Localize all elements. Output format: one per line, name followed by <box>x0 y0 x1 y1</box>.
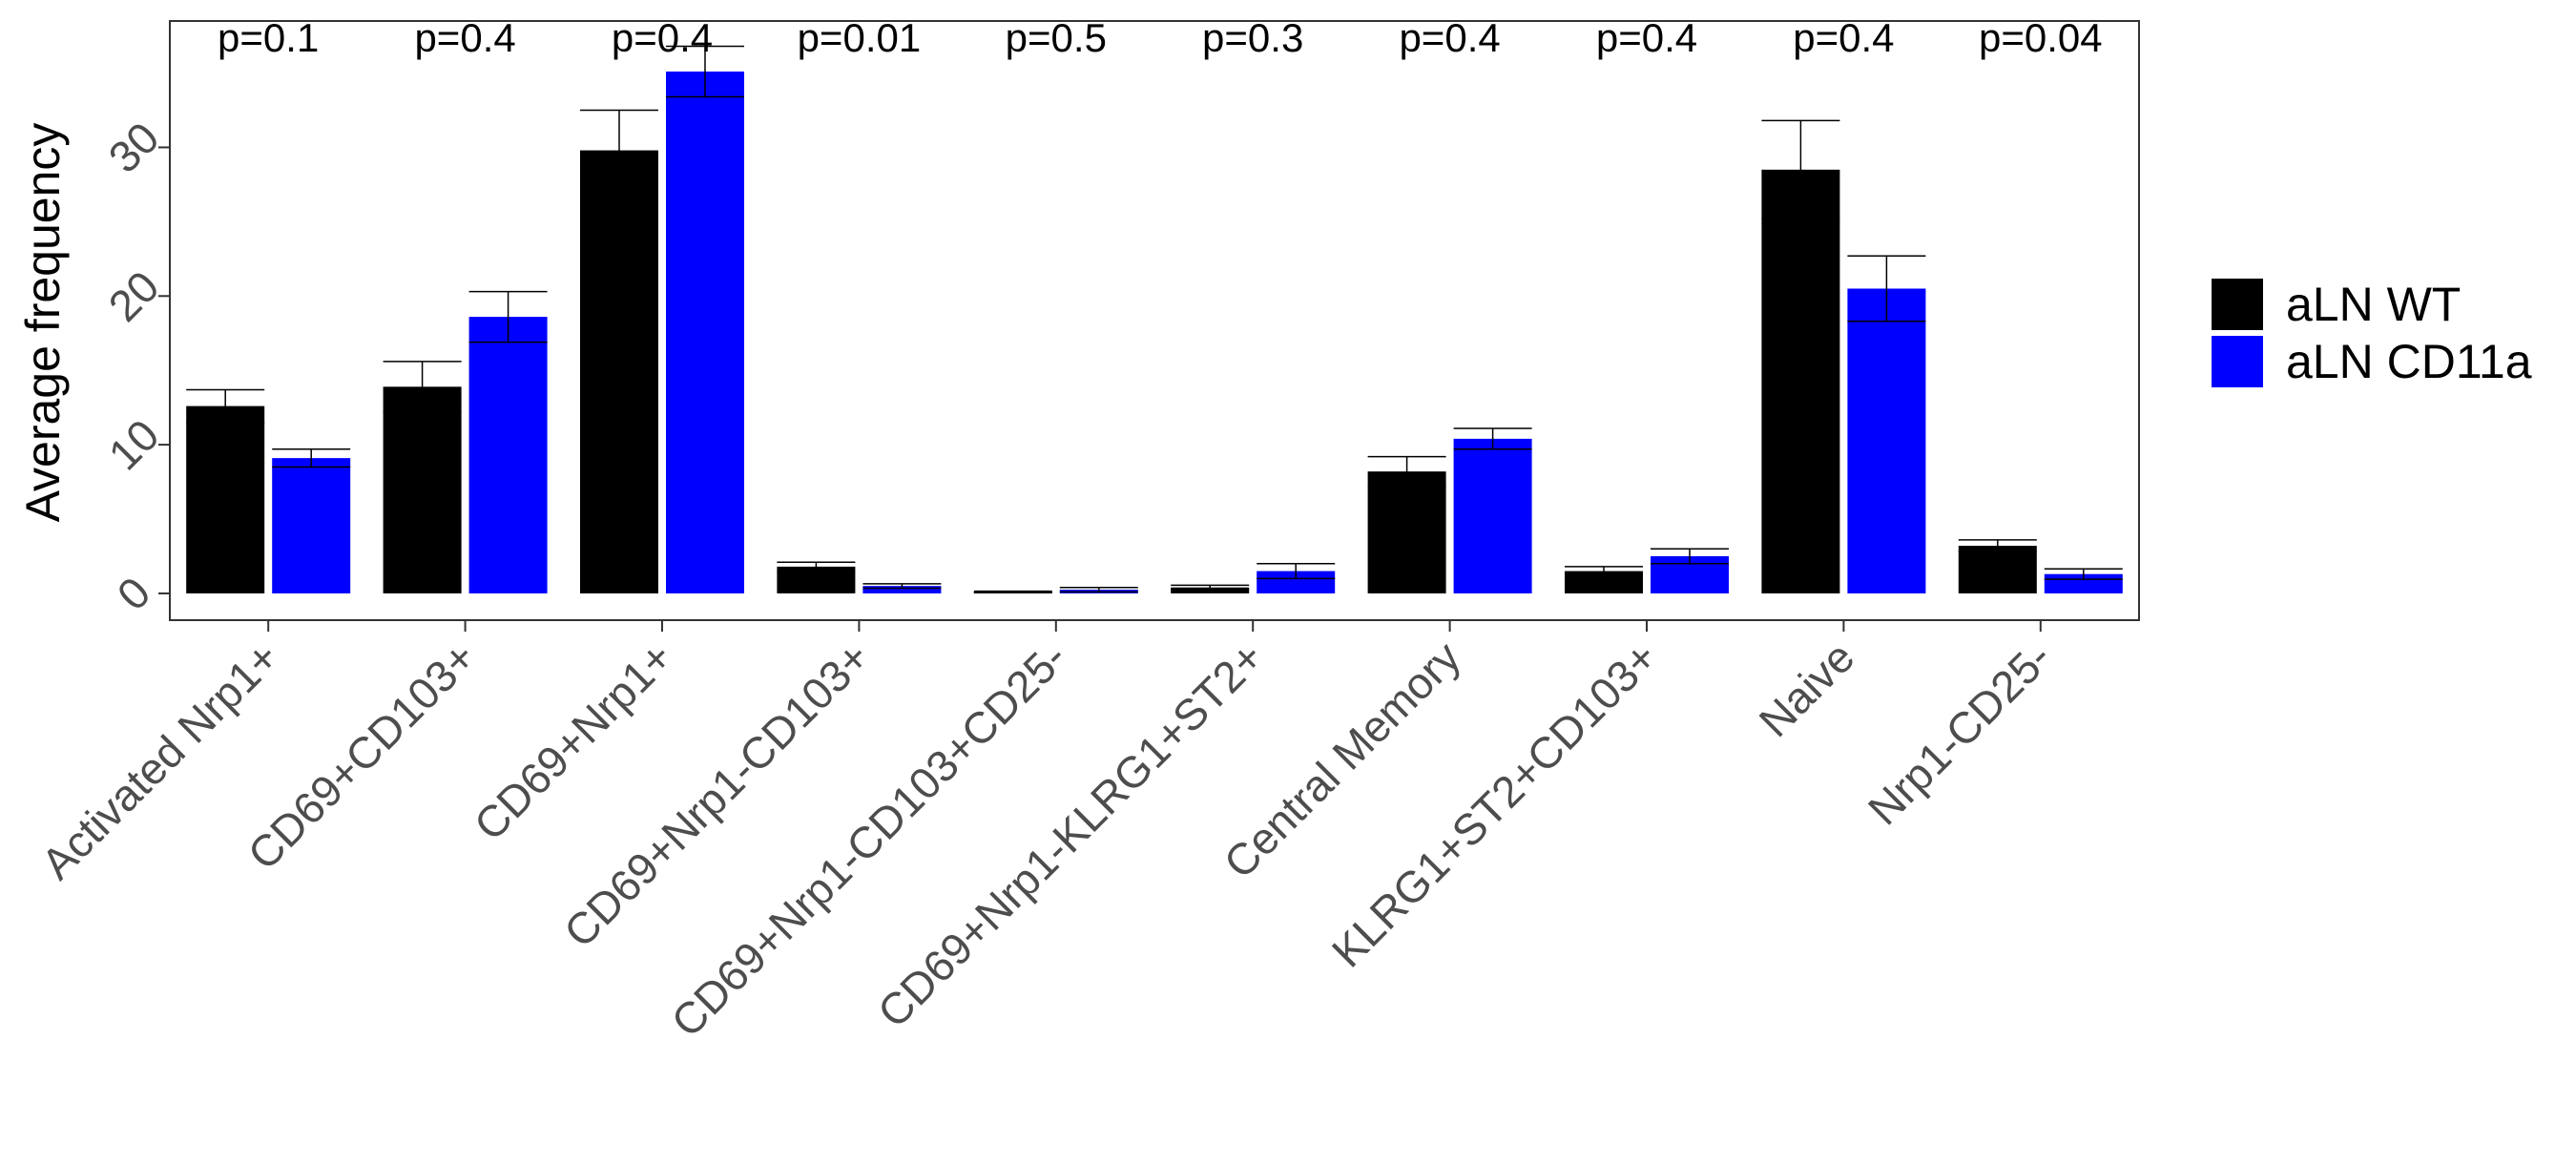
bar <box>1565 571 1643 593</box>
error-bar <box>1761 119 1840 220</box>
error-bar <box>1367 455 1446 488</box>
error-bar <box>1847 255 1926 322</box>
y-axis-label: Average frequency <box>16 123 70 523</box>
y-axis: 0 10 20 30 <box>99 113 170 619</box>
pvalue-label: p=0.5 <box>1006 15 1107 60</box>
bar <box>1367 471 1446 593</box>
x-tick-label: Nrp1-CD25- <box>1859 632 2061 834</box>
bar <box>1958 546 2037 593</box>
bar <box>1847 288 1926 593</box>
pvalue-label: p=0.04 <box>1979 15 2103 60</box>
pvalue-label: p=0.4 <box>612 15 713 60</box>
bar <box>1453 438 1532 593</box>
legend-key <box>2212 279 2263 330</box>
error-bar <box>666 45 744 98</box>
bar <box>186 405 265 593</box>
bar <box>1761 169 1840 593</box>
error-bar <box>186 388 265 424</box>
y-tick-label: 20 <box>99 261 169 331</box>
pvalue-annotations: p=0.1 p=0.4 p=0.4 p=0.01 p=0.5 p=0.3 p=0.4 p=0.… <box>218 15 2103 60</box>
error-bar <box>383 361 462 413</box>
x-tick-label: KLRG1+ST2+CD103+ <box>1322 632 1667 976</box>
error-bar <box>1651 548 1729 565</box>
x-tick-label: Naive <box>1750 632 1864 746</box>
error-bar <box>1958 539 2037 553</box>
legend-key <box>2212 336 2263 387</box>
error-bar <box>1257 563 1336 580</box>
error-bar <box>973 590 1052 593</box>
x-tick-label: CD69+Nrp1-KLRG1+ST2+ <box>868 632 1274 1037</box>
bar <box>666 71 744 593</box>
error-bar <box>1565 566 1643 577</box>
pvalue-label: p=0.3 <box>1202 15 1303 60</box>
error-bar <box>1171 584 1250 591</box>
error-bars <box>186 45 2123 593</box>
pvalue-label: p=0.1 <box>218 15 319 60</box>
pvalue-label: p=0.4 <box>1399 15 1500 60</box>
bar <box>1257 571 1336 593</box>
error-bar <box>580 109 658 192</box>
bar <box>468 317 548 593</box>
bar <box>1171 587 1250 593</box>
bar <box>383 386 462 593</box>
error-bar <box>862 583 942 590</box>
plot-panel-border <box>169 20 2140 621</box>
bar <box>862 586 942 593</box>
bar <box>580 150 658 593</box>
x-axis: Activated Nrp1+CD69+CD103+CD69+Nrp1+CD69… <box>31 620 2061 1047</box>
error-bar <box>1453 427 1532 450</box>
error-bar <box>2044 568 2123 580</box>
pvalue-label: p=0.4 <box>1793 15 1894 60</box>
y-tick-label: 0 <box>108 568 160 620</box>
error-bar <box>1059 586 1138 593</box>
pvalue-label: p=0.4 <box>414 15 515 60</box>
pvalue-label: p=0.01 <box>798 15 922 60</box>
legend-label: aLN CD11a <box>2286 335 2532 388</box>
y-tick-label: 10 <box>99 410 169 480</box>
x-tick-label: CD69+Nrp1+ <box>465 632 682 849</box>
error-bar <box>468 290 548 343</box>
legend-label: aLN WT <box>2286 278 2461 331</box>
x-tick-label: CD69+Nrp1-CD103+CD25- <box>661 632 1075 1046</box>
bars <box>186 71 2123 593</box>
error-bar <box>272 448 351 468</box>
error-bar <box>777 561 856 572</box>
pvalue-label: p=0.4 <box>1596 15 1697 60</box>
bar <box>272 458 351 593</box>
y-tick-label: 30 <box>99 113 169 182</box>
